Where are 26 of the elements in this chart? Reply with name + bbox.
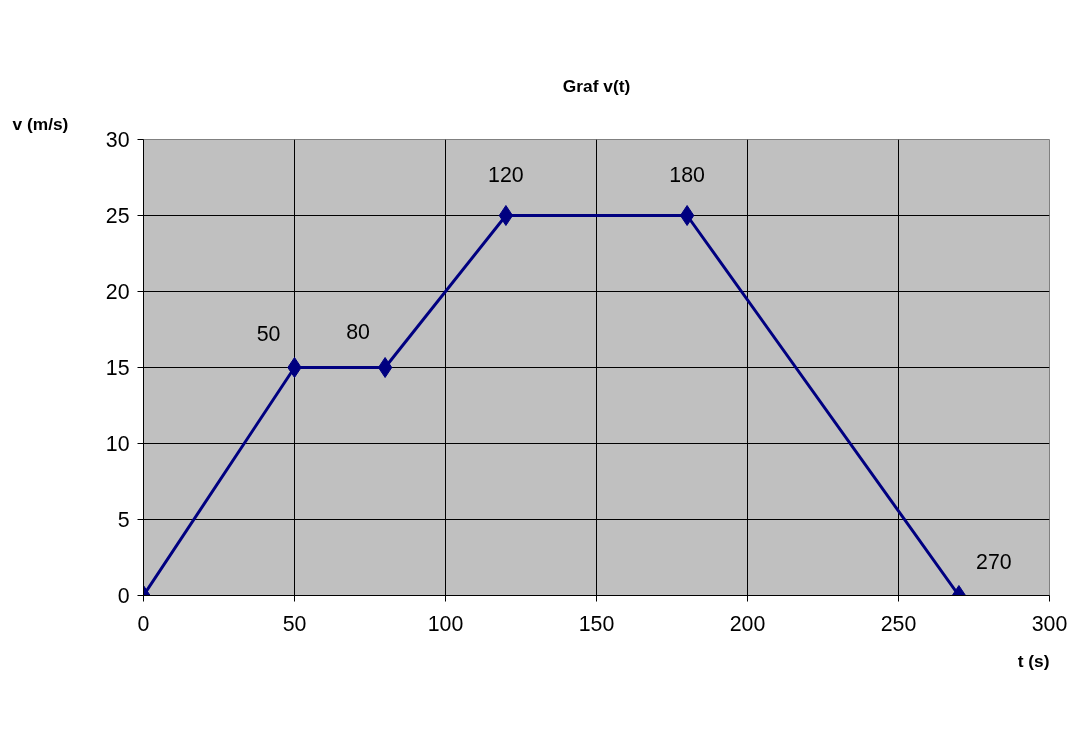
x-tick-label: 150 (578, 611, 615, 636)
point (498, 205, 514, 226)
x-tick-label: 50 (282, 611, 307, 636)
y-tick-label: 25 (105, 204, 130, 228)
point (287, 357, 302, 378)
x-tick-label: 0 (137, 611, 150, 636)
annotation: 270 (976, 550, 1012, 574)
x-tick-label: 200 (729, 611, 766, 636)
x-tick-label: 250 (880, 611, 917, 636)
y-axis-title: v (m/s) (12, 113, 69, 134)
y-tick-label: 15 (105, 356, 130, 380)
annotation: 50 (256, 322, 281, 346)
annotation: 180 (669, 163, 706, 187)
x-tick-label: 300 (1031, 611, 1068, 636)
y-tick-label: 30 (105, 128, 130, 152)
y-tick-label: 0 (117, 584, 130, 608)
annotation: 120 (488, 163, 524, 187)
x-tick-label: 100 (427, 611, 464, 636)
annotation: 80 (346, 320, 371, 344)
y-tick-label: 5 (117, 508, 130, 532)
point (679, 205, 695, 226)
chart-title: Graf v(t) (562, 75, 631, 96)
y-tick-label: 20 (105, 280, 130, 304)
x-axis-title: t (s) (1017, 650, 1050, 671)
y-tick-label: 10 (105, 432, 130, 456)
point (377, 357, 393, 378)
